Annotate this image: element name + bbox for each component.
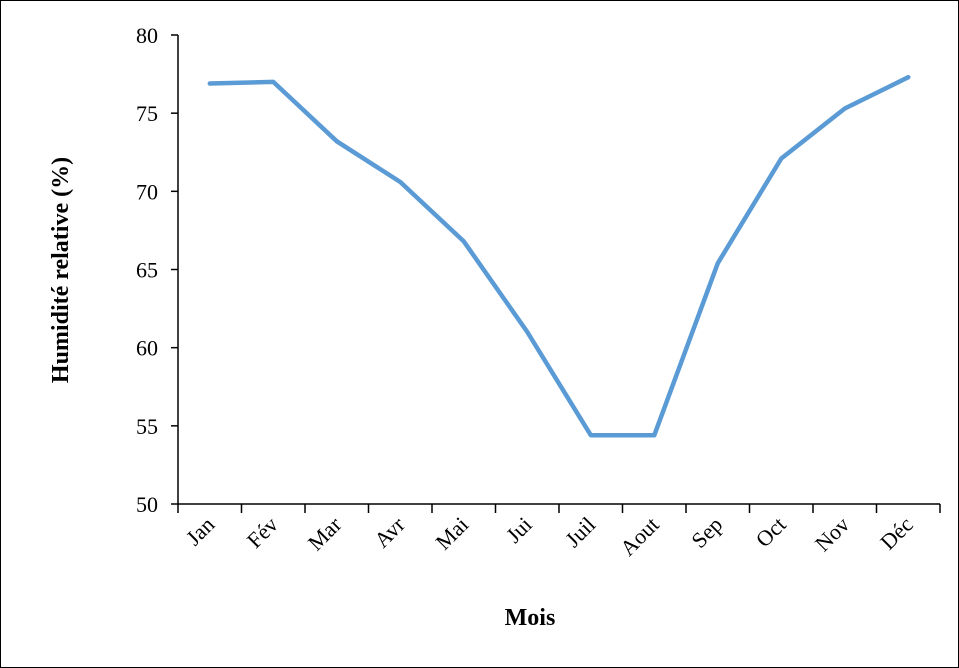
y-tick-label: 55 — [136, 414, 158, 439]
y-tick-label: 80 — [136, 23, 158, 48]
y-tick-label: 75 — [136, 101, 158, 126]
x-tick-label: Juil — [560, 512, 600, 552]
y-tick-label: 50 — [136, 492, 158, 517]
x-axis-ticks: Jan Fév Mar Avr Mai Jui Juil Aout Sep Oct Nov Déc — [177, 504, 941, 561]
x-tick-label: Jan — [181, 512, 219, 550]
x-tick-label: Déc — [875, 512, 918, 555]
y-tick-label: 60 — [136, 336, 158, 361]
y-tick-label: 65 — [136, 258, 158, 283]
x-tick-label: Jui — [501, 512, 537, 548]
x-tick-label: Avr — [369, 511, 410, 552]
x-tick-label: Nov — [810, 512, 854, 556]
x-tick-label: Oct — [751, 512, 791, 552]
y-axis-ticks: 50 55 60 65 70 75 80 — [136, 23, 178, 517]
x-tick-label: Sep — [686, 512, 727, 553]
x-axis-title: Mois — [505, 605, 556, 631]
series-lines — [207, 74, 911, 438]
series-line — [207, 74, 911, 438]
x-tick-label: Aout — [615, 512, 664, 561]
axes — [177, 35, 940, 505]
x-tick-label: Fév — [242, 512, 283, 553]
x-tick-label: Mai — [431, 512, 474, 555]
y-tick-label: 70 — [136, 179, 158, 204]
y-axis-title: Humidité relative (%) — [48, 157, 74, 383]
x-tick-label: Mar — [303, 511, 347, 555]
